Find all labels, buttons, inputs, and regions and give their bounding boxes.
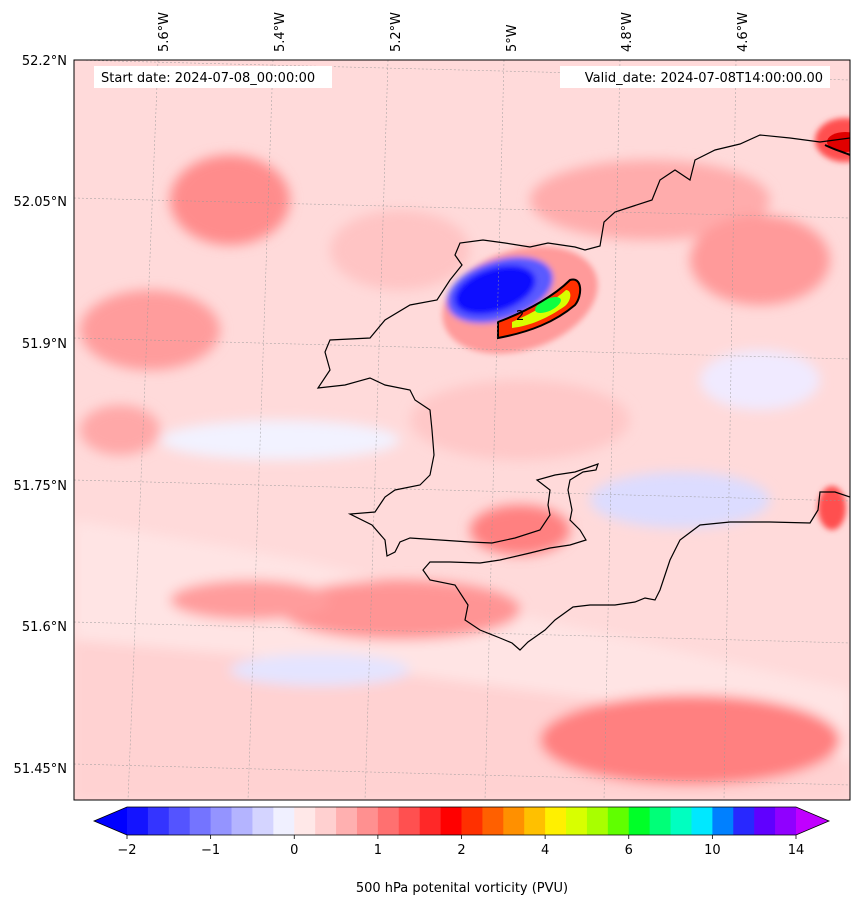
colorbar-tick-label: 0 [290, 843, 298, 858]
colorbar-swatch [691, 807, 713, 835]
colorbar-swatch [649, 807, 672, 835]
lat-label: 51.9°N [22, 337, 67, 352]
longitude-labels: 5.6°W 5.4°W 5.2°W 5°W 4.8°W 4.6°W [157, 12, 751, 52]
coastline-north [316, 134, 850, 651]
lon-label: 5.6°W [157, 12, 172, 52]
colorbar-swatch [566, 807, 588, 835]
colorbar-swatch [503, 807, 525, 835]
colorbar-over-arrow [796, 807, 829, 835]
pv-field [74, 155, 850, 800]
colorbar-swatch [628, 807, 651, 835]
colorbar-swatch [712, 807, 734, 835]
colorbar-swatch [168, 807, 191, 835]
lat-label: 52.05°N [14, 195, 67, 210]
colorbar-tick-label: 14 [788, 843, 805, 858]
start-date-box [94, 66, 332, 88]
lon-label: 4.8°W [620, 12, 635, 52]
colorbar: −2 −1 0 1 2 4 6 10 14 500 hPa potenital vorticit… [92, 806, 831, 896]
colorbar-tick-label: 1 [374, 843, 382, 858]
colorbar-swatch [607, 807, 630, 835]
colorbar-swatch [524, 807, 546, 835]
colorbar-swatch [398, 807, 421, 835]
lon-label: 5.4°W [273, 12, 288, 52]
colorbar-swatch [754, 807, 776, 835]
lat-label: 52.2°N [22, 54, 67, 69]
colorbar-swatch [231, 807, 254, 835]
graticule [74, 60, 850, 800]
lon-label: 4.6°W [736, 12, 751, 52]
pv-anomaly [442, 246, 598, 354]
colorbar-swatch [210, 807, 233, 835]
colorbar-tick-label: 2 [457, 843, 465, 858]
colorbar-swatch [733, 807, 755, 835]
lat-label: 51.6°N [22, 620, 67, 635]
start-date-label: Start date: 2024-07-08_00:00:00 [101, 71, 315, 86]
lat-label: 51.75°N [14, 479, 67, 494]
colorbar-swatch [356, 807, 379, 835]
lat-label: 51.45°N [14, 762, 67, 777]
latitude-labels: 52.2°N 52.05°N 51.9°N 51.75°N 51.6°N 51.… [14, 54, 67, 777]
lon-label: 5°W [505, 24, 520, 52]
contour-label: 2 [516, 309, 524, 324]
colorbar-under-arrow [94, 807, 127, 835]
map-panel: 2 Start date: [74, 60, 850, 800]
colorbar-swatch [440, 807, 463, 835]
coastline [316, 134, 850, 651]
colorbar-swatch [419, 807, 442, 835]
colorbar-swatch [586, 807, 609, 835]
colorbar-tick-label: 10 [704, 843, 721, 858]
colorbar-swatch [252, 807, 274, 835]
colorbar-swatch [461, 807, 484, 835]
valid-date-label: Valid_date: 2024-07-08T14:00:00.00 [585, 71, 823, 86]
colorbar-tick-label: −2 [117, 843, 136, 858]
colorbar-swatch [377, 807, 400, 835]
colorbar-ticks: −2 −1 0 1 2 4 6 10 14 [117, 835, 804, 858]
colorbar-swatch [147, 807, 170, 835]
colorbar-swatch [315, 807, 337, 835]
colorbar-label: 500 hPa potenital vorticity (PVU) [356, 881, 568, 896]
colorbar-swatch [482, 807, 504, 835]
map-frame [73, 59, 851, 801]
pv-2-contour [497, 278, 582, 340]
lon-label: 5.2°W [389, 12, 404, 52]
colorbar-swatch [189, 807, 212, 835]
colorbar-swatch [336, 807, 358, 835]
colorbar-swatch [127, 807, 149, 835]
colorbar-swatches [127, 807, 797, 835]
colorbar-swatch [545, 807, 567, 835]
colorbar-swatch [294, 807, 316, 835]
colorbar-swatch [273, 807, 295, 835]
colorbar-swatch [670, 807, 693, 835]
colorbar-swatch [775, 807, 797, 835]
colorbar-tick-label: 4 [541, 843, 549, 858]
valid-date-box [560, 66, 830, 88]
colorbar-tick-label: −1 [201, 843, 220, 858]
pv-maximum-peak [535, 296, 561, 314]
colorbar-tick-label: 6 [625, 843, 633, 858]
